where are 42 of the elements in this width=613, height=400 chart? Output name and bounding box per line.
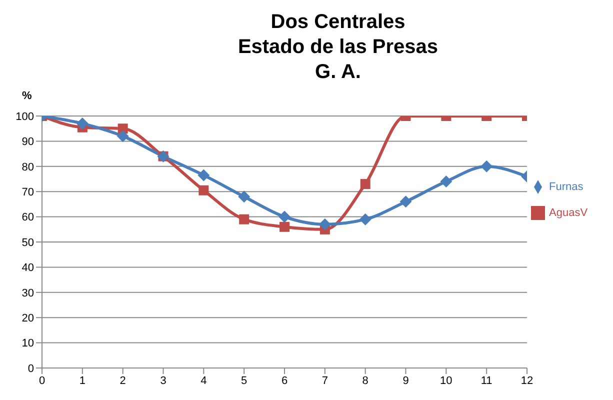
y-tick-label: 60 [22, 212, 34, 224]
point [116, 130, 129, 142]
y-axis-title: % [22, 90, 32, 102]
x-tick-label: 9 [402, 374, 409, 387]
legend-label: AguasV [549, 207, 588, 219]
y-tick-label: 20 [22, 312, 34, 325]
point [280, 222, 290, 232]
y-tick-label: 10 [22, 338, 34, 350]
point [359, 213, 372, 226]
point [440, 176, 452, 188]
x-tick-label: 0 [38, 374, 46, 387]
point [238, 190, 250, 203]
point [198, 169, 210, 182]
y-tick-label: 70 [22, 186, 34, 199]
chart-title: Dos Centrales Estado de las Presas G. A. [236, 10, 440, 85]
x-tick-label: 2 [120, 374, 126, 387]
point [480, 160, 493, 172]
y-tick-label: 90 [22, 136, 34, 148]
y-tick-label: 50 [22, 236, 34, 249]
x-tick-label: 3 [160, 374, 166, 387]
x-tick-label: 7 [322, 374, 328, 387]
x-tick-label: 1 [79, 374, 86, 387]
x-tick-label: 5 [241, 374, 248, 387]
point [278, 210, 290, 223]
x-tick-label: 6 [281, 374, 288, 387]
x-tick-label: 4 [200, 374, 207, 387]
point [318, 218, 331, 230]
x-tick-label: 10 [440, 374, 452, 387]
x-tick-label: 8 [362, 374, 368, 387]
y-tick-label: 0 [28, 362, 34, 375]
x-tick-label: 11 [480, 374, 492, 387]
point [239, 214, 250, 224]
point [76, 118, 88, 130]
point [360, 179, 370, 190]
y-tick-label: 30 [22, 287, 34, 300]
legend-label: Furnas [549, 181, 584, 193]
y-tick-label: 40 [22, 262, 34, 274]
y-tick-label: 100 [16, 110, 34, 123]
x-tick-label: 12 [520, 374, 534, 387]
y-tick-label: 80 [22, 161, 34, 174]
point [400, 196, 412, 208]
point [198, 185, 209, 196]
